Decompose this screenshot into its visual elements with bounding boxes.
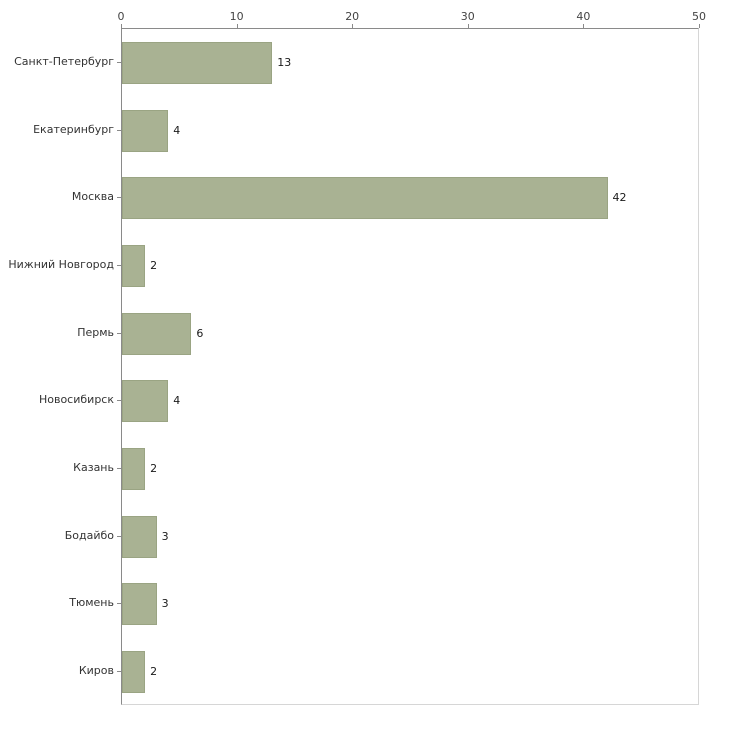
bar bbox=[122, 448, 146, 491]
value-label: 6 bbox=[196, 326, 204, 340]
category-label: Санкт-Петербург bbox=[14, 54, 114, 68]
category-label: Нижний Новгород bbox=[8, 257, 114, 271]
x-axis-tick-mark bbox=[467, 24, 469, 28]
x-axis-tick-mark bbox=[236, 24, 238, 28]
value-label: 2 bbox=[150, 462, 158, 476]
x-axis-tick-label: 10 bbox=[229, 10, 244, 23]
x-axis-tick-label: 30 bbox=[460, 10, 475, 23]
x-axis-tick-mark bbox=[583, 24, 585, 28]
value-label: 2 bbox=[150, 258, 158, 272]
value-label: 2 bbox=[150, 665, 158, 679]
y-axis-tick-mark bbox=[117, 400, 121, 402]
category-label: Киров bbox=[78, 664, 114, 678]
y-axis-tick-mark bbox=[117, 332, 121, 334]
x-axis-tick-mark bbox=[121, 24, 122, 28]
y-axis-tick-mark bbox=[117, 468, 121, 470]
category-label: Пермь bbox=[77, 325, 114, 339]
x-axis-tick-mark bbox=[352, 24, 354, 28]
y-axis-tick-mark bbox=[117, 603, 121, 605]
bar bbox=[122, 583, 157, 626]
bar bbox=[122, 651, 146, 694]
category-label: Москва bbox=[71, 190, 114, 204]
x-axis-tick-label: 20 bbox=[345, 10, 360, 23]
category-label: Тюмень bbox=[69, 596, 114, 610]
bar bbox=[122, 109, 169, 152]
bar bbox=[122, 177, 608, 220]
value-label: 13 bbox=[277, 55, 292, 69]
bar bbox=[122, 244, 146, 287]
x-axis-tick-label: 0 bbox=[117, 10, 125, 23]
y-axis-tick-mark bbox=[117, 671, 121, 673]
value-label: 4 bbox=[173, 123, 181, 137]
bar bbox=[122, 380, 169, 423]
y-axis-tick-mark bbox=[117, 61, 121, 63]
plot-area: 13 4 42 2 6 4 2 3 3 2 bbox=[121, 28, 699, 705]
y-axis-tick-mark bbox=[117, 264, 121, 266]
value-label: 3 bbox=[161, 529, 169, 543]
y-axis-tick-mark bbox=[117, 129, 121, 131]
y-axis-tick-mark bbox=[117, 197, 121, 199]
value-label: 4 bbox=[173, 394, 181, 408]
x-axis-tick-label: 50 bbox=[692, 10, 706, 23]
category-label: Новосибирск bbox=[38, 393, 114, 407]
x-axis-tick-label: 40 bbox=[576, 10, 591, 23]
value-label: 3 bbox=[161, 597, 169, 611]
y-axis-tick-mark bbox=[117, 535, 121, 537]
bar bbox=[122, 41, 273, 84]
category-label: Казань bbox=[73, 461, 114, 475]
value-label: 42 bbox=[612, 191, 627, 205]
bar bbox=[122, 515, 157, 558]
category-label: Екатеринбург bbox=[33, 122, 114, 136]
bar bbox=[122, 312, 192, 355]
category-label: Бодайбо bbox=[64, 528, 114, 542]
x-axis-tick-mark bbox=[699, 24, 700, 28]
